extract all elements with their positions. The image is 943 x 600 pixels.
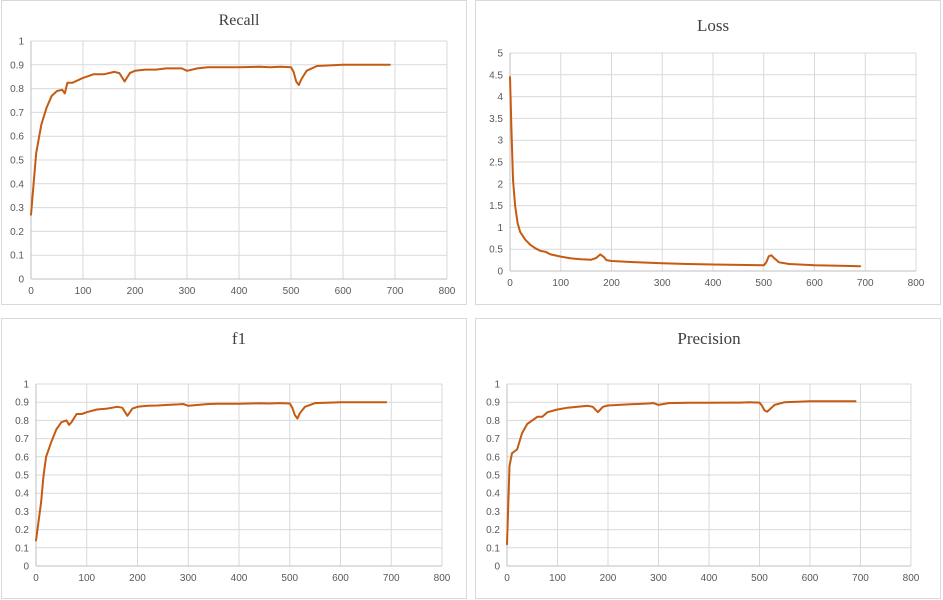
loss-y-tick-label: 4.5 — [489, 70, 503, 81]
precision-y-tick-label: 0.4 — [486, 489, 500, 500]
recall-chart-title: Recall — [219, 12, 260, 29]
f1-x-tick-label: 500 — [281, 573, 298, 584]
f1-x-tick-label: 400 — [231, 573, 248, 584]
loss-y-tick-label: 2 — [497, 179, 503, 190]
loss-y-tick-label: 4 — [497, 92, 503, 103]
loss-y-tick-label: 0 — [497, 267, 503, 278]
f1-y-tick-label: 1 — [23, 380, 29, 391]
recall-y-tick-label: 0.9 — [10, 60, 24, 71]
loss-x-tick-label: 0 — [507, 278, 513, 289]
loss-y-tick-label: 1.5 — [489, 201, 503, 212]
precision-y-tick-label: 0.6 — [486, 452, 500, 463]
precision-x-tick-label: 200 — [600, 573, 617, 584]
f1-x-tick-label: 200 — [129, 573, 146, 584]
precision-y-tick-label: 0.1 — [486, 543, 500, 554]
loss-chart-panel: Loss 0 100 200 300 400 500 600 700 800 0 0.5 1 1.5 2 2.… — [475, 0, 941, 305]
loss-y-tick-label: 1 — [497, 223, 503, 234]
loss-y-tick-label: 2.5 — [489, 158, 503, 169]
precision-x-tick-label: 500 — [751, 573, 768, 584]
f1-y-tick-label: 0.2 — [15, 525, 29, 536]
f1-series-line — [35, 401, 388, 542]
loss-x-tick-label: 600 — [806, 278, 823, 289]
precision-series-line — [506, 400, 857, 546]
recall-x-tick-label: 500 — [283, 286, 300, 297]
loss-y-tick-label: 3 — [497, 136, 503, 147]
precision-x-tick-label: 800 — [903, 573, 920, 584]
precision-x-tick-label: 300 — [650, 573, 667, 584]
recall-y-tick-label: 0.6 — [10, 132, 24, 143]
loss-y-tick-label: 5 — [497, 49, 503, 60]
f1-y-tick-label: 0.8 — [15, 416, 29, 427]
f1-x-tick-label: 800 — [434, 573, 451, 584]
precision-y-tick-label: 1 — [494, 380, 500, 391]
f1-x-tick-label: 0 — [33, 573, 39, 584]
f1-y-tick-label: 0.1 — [15, 543, 29, 554]
recall-y-tick-label: 0.3 — [10, 203, 24, 214]
precision-y-tick-label: 0.5 — [486, 471, 500, 482]
recall-x-tick-label: 400 — [231, 286, 248, 297]
loss-y-tick-label: 3.5 — [489, 114, 503, 125]
f1-y-tick-label: 0.5 — [15, 471, 29, 482]
recall-y-tick-label: 0.2 — [10, 227, 24, 238]
f1-y-tick-label: 0.7 — [15, 434, 29, 445]
recall-y-tick-label: 0.1 — [10, 251, 24, 262]
recall-x-tick-label: 200 — [127, 286, 144, 297]
recall-chart-panel: Recall 0 100 200 300 400 500 600 700 800 0 0.1 0.2 0.… — [1, 0, 467, 305]
f1-y-tick-label: 0 — [23, 562, 29, 573]
loss-x-tick-label: 400 — [705, 278, 722, 289]
precision-y-tick-label: 0.8 — [486, 416, 500, 427]
recall-y-tick-label: 0.5 — [10, 156, 24, 167]
precision-y-tick-label: 0.9 — [486, 398, 500, 409]
recall-x-tick-label: 100 — [75, 286, 92, 297]
f1-chart-panel: f1 0 100 200 300 400 500 600 700 800 0 0.1 0.2 0.3 0.4… — [1, 318, 467, 599]
recall-x-tick-label: 700 — [387, 286, 404, 297]
f1-x-tick-label: 600 — [332, 573, 349, 584]
recall-series-line — [30, 63, 391, 216]
f1-y-tick-label: 0.4 — [15, 489, 29, 500]
loss-x-tick-label: 200 — [603, 278, 620, 289]
f1-x-tick-label: 700 — [383, 573, 400, 584]
loss-chart: Loss 0 100 200 300 400 500 600 700 800 0 0.5 1 1.5 2 2.… — [489, 16, 925, 289]
loss-x-tick-label: 100 — [552, 278, 569, 289]
recall-y-tick-label: 0.8 — [10, 84, 24, 95]
precision-y-tick-label: 0.2 — [486, 525, 500, 536]
precision-y-tick-label: 0.7 — [486, 434, 500, 445]
f1-x-tick-label: 300 — [180, 573, 197, 584]
f1-y-tick-label: 0.3 — [15, 507, 29, 518]
precision-chart-panel: Precision 0 100 200 300 400 500 600 700 800 0 0.1 0.… — [475, 318, 941, 599]
f1-x-tick-label: 100 — [78, 573, 95, 584]
precision-x-tick-label: 700 — [852, 573, 869, 584]
recall-x-tick-label: 800 — [439, 286, 456, 297]
f1-y-tick-label: 0.9 — [15, 398, 29, 409]
recall-y-tick-label: 0.4 — [10, 179, 24, 190]
precision-x-tick-label: 400 — [701, 573, 718, 584]
loss-chart-title: Loss — [697, 16, 729, 35]
f1-chart: f1 0 100 200 300 400 500 600 700 800 0 0.1 0.2 0.3 0.4… — [15, 329, 451, 584]
f1-y-tick-label: 0.6 — [15, 452, 29, 463]
recall-x-tick-label: 0 — [28, 286, 34, 297]
loss-x-tick-label: 300 — [654, 278, 671, 289]
loss-y-tick-label: 0.5 — [489, 245, 503, 256]
loss-x-tick-label: 700 — [857, 278, 874, 289]
recall-y-tick-label: 1 — [18, 37, 24, 48]
recall-x-tick-label: 600 — [335, 286, 352, 297]
loss-x-tick-label: 800 — [908, 278, 925, 289]
recall-x-tick-label: 300 — [179, 286, 196, 297]
recall-y-tick-label: 0 — [18, 275, 24, 286]
loss-series-line — [509, 76, 862, 268]
recall-y-tick-label: 0.7 — [10, 108, 24, 119]
precision-x-tick-label: 100 — [549, 573, 566, 584]
recall-chart: Recall 0 100 200 300 400 500 600 700 800 0 0.1 0.2 0.… — [10, 12, 456, 297]
f1-chart-title: f1 — [232, 329, 246, 348]
precision-x-tick-label: 0 — [504, 573, 510, 584]
loss-x-tick-label: 500 — [755, 278, 772, 289]
precision-chart-title: Precision — [677, 329, 741, 348]
precision-y-tick-label: 0.3 — [486, 507, 500, 518]
precision-x-tick-label: 600 — [802, 573, 819, 584]
precision-chart: Precision 0 100 200 300 400 500 600 700 800 0 0.1 0.… — [486, 329, 920, 584]
precision-y-tick-label: 0 — [494, 562, 500, 573]
